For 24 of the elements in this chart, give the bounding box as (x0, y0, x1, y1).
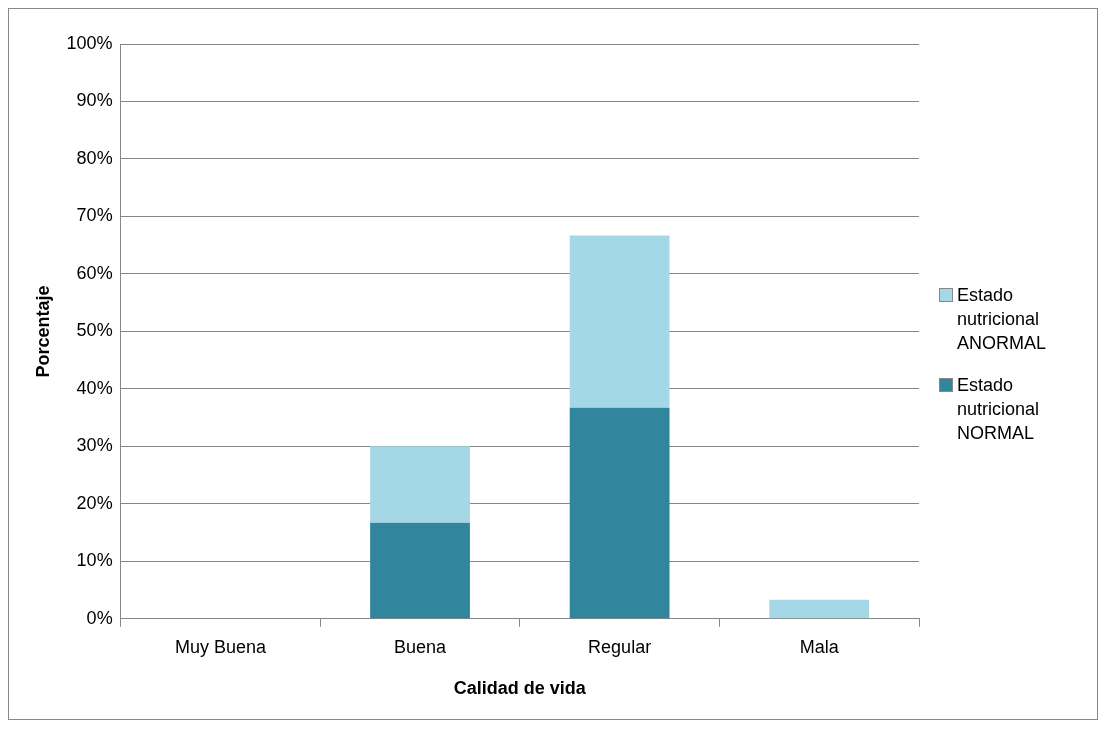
y-tick-label: 70% (76, 205, 113, 226)
y-tick-label: 20% (76, 492, 113, 513)
bar (769, 599, 870, 619)
y-tick-label: 0% (86, 607, 113, 628)
y-tick-label: 30% (76, 435, 113, 456)
bar (370, 522, 470, 619)
y-axis-title: Porcentaje (32, 285, 53, 378)
legend-label: Estado nutricional NORMAL (957, 374, 1041, 445)
y-tick-label: 60% (76, 262, 113, 283)
y-tick-label: 50% (76, 320, 113, 341)
x-tick-label: Muy Buena (174, 636, 267, 657)
bar (569, 407, 670, 619)
legend-label: Estado nutricional ANORMAL (957, 284, 1047, 355)
y-tick-label: 90% (76, 90, 113, 111)
y-tick-label: 40% (76, 377, 113, 398)
x-tick-label: Mala (799, 636, 840, 657)
bar (370, 446, 470, 523)
x-tick-label: Buena (393, 636, 448, 657)
bar (569, 235, 670, 408)
x-tick-label: Regular (588, 636, 652, 657)
y-tick-label: 100% (66, 32, 113, 53)
y-tick-label: 10% (76, 550, 113, 571)
y-tick-label: 80% (76, 147, 113, 168)
x-axis-title: Calidad de vida (453, 678, 587, 699)
